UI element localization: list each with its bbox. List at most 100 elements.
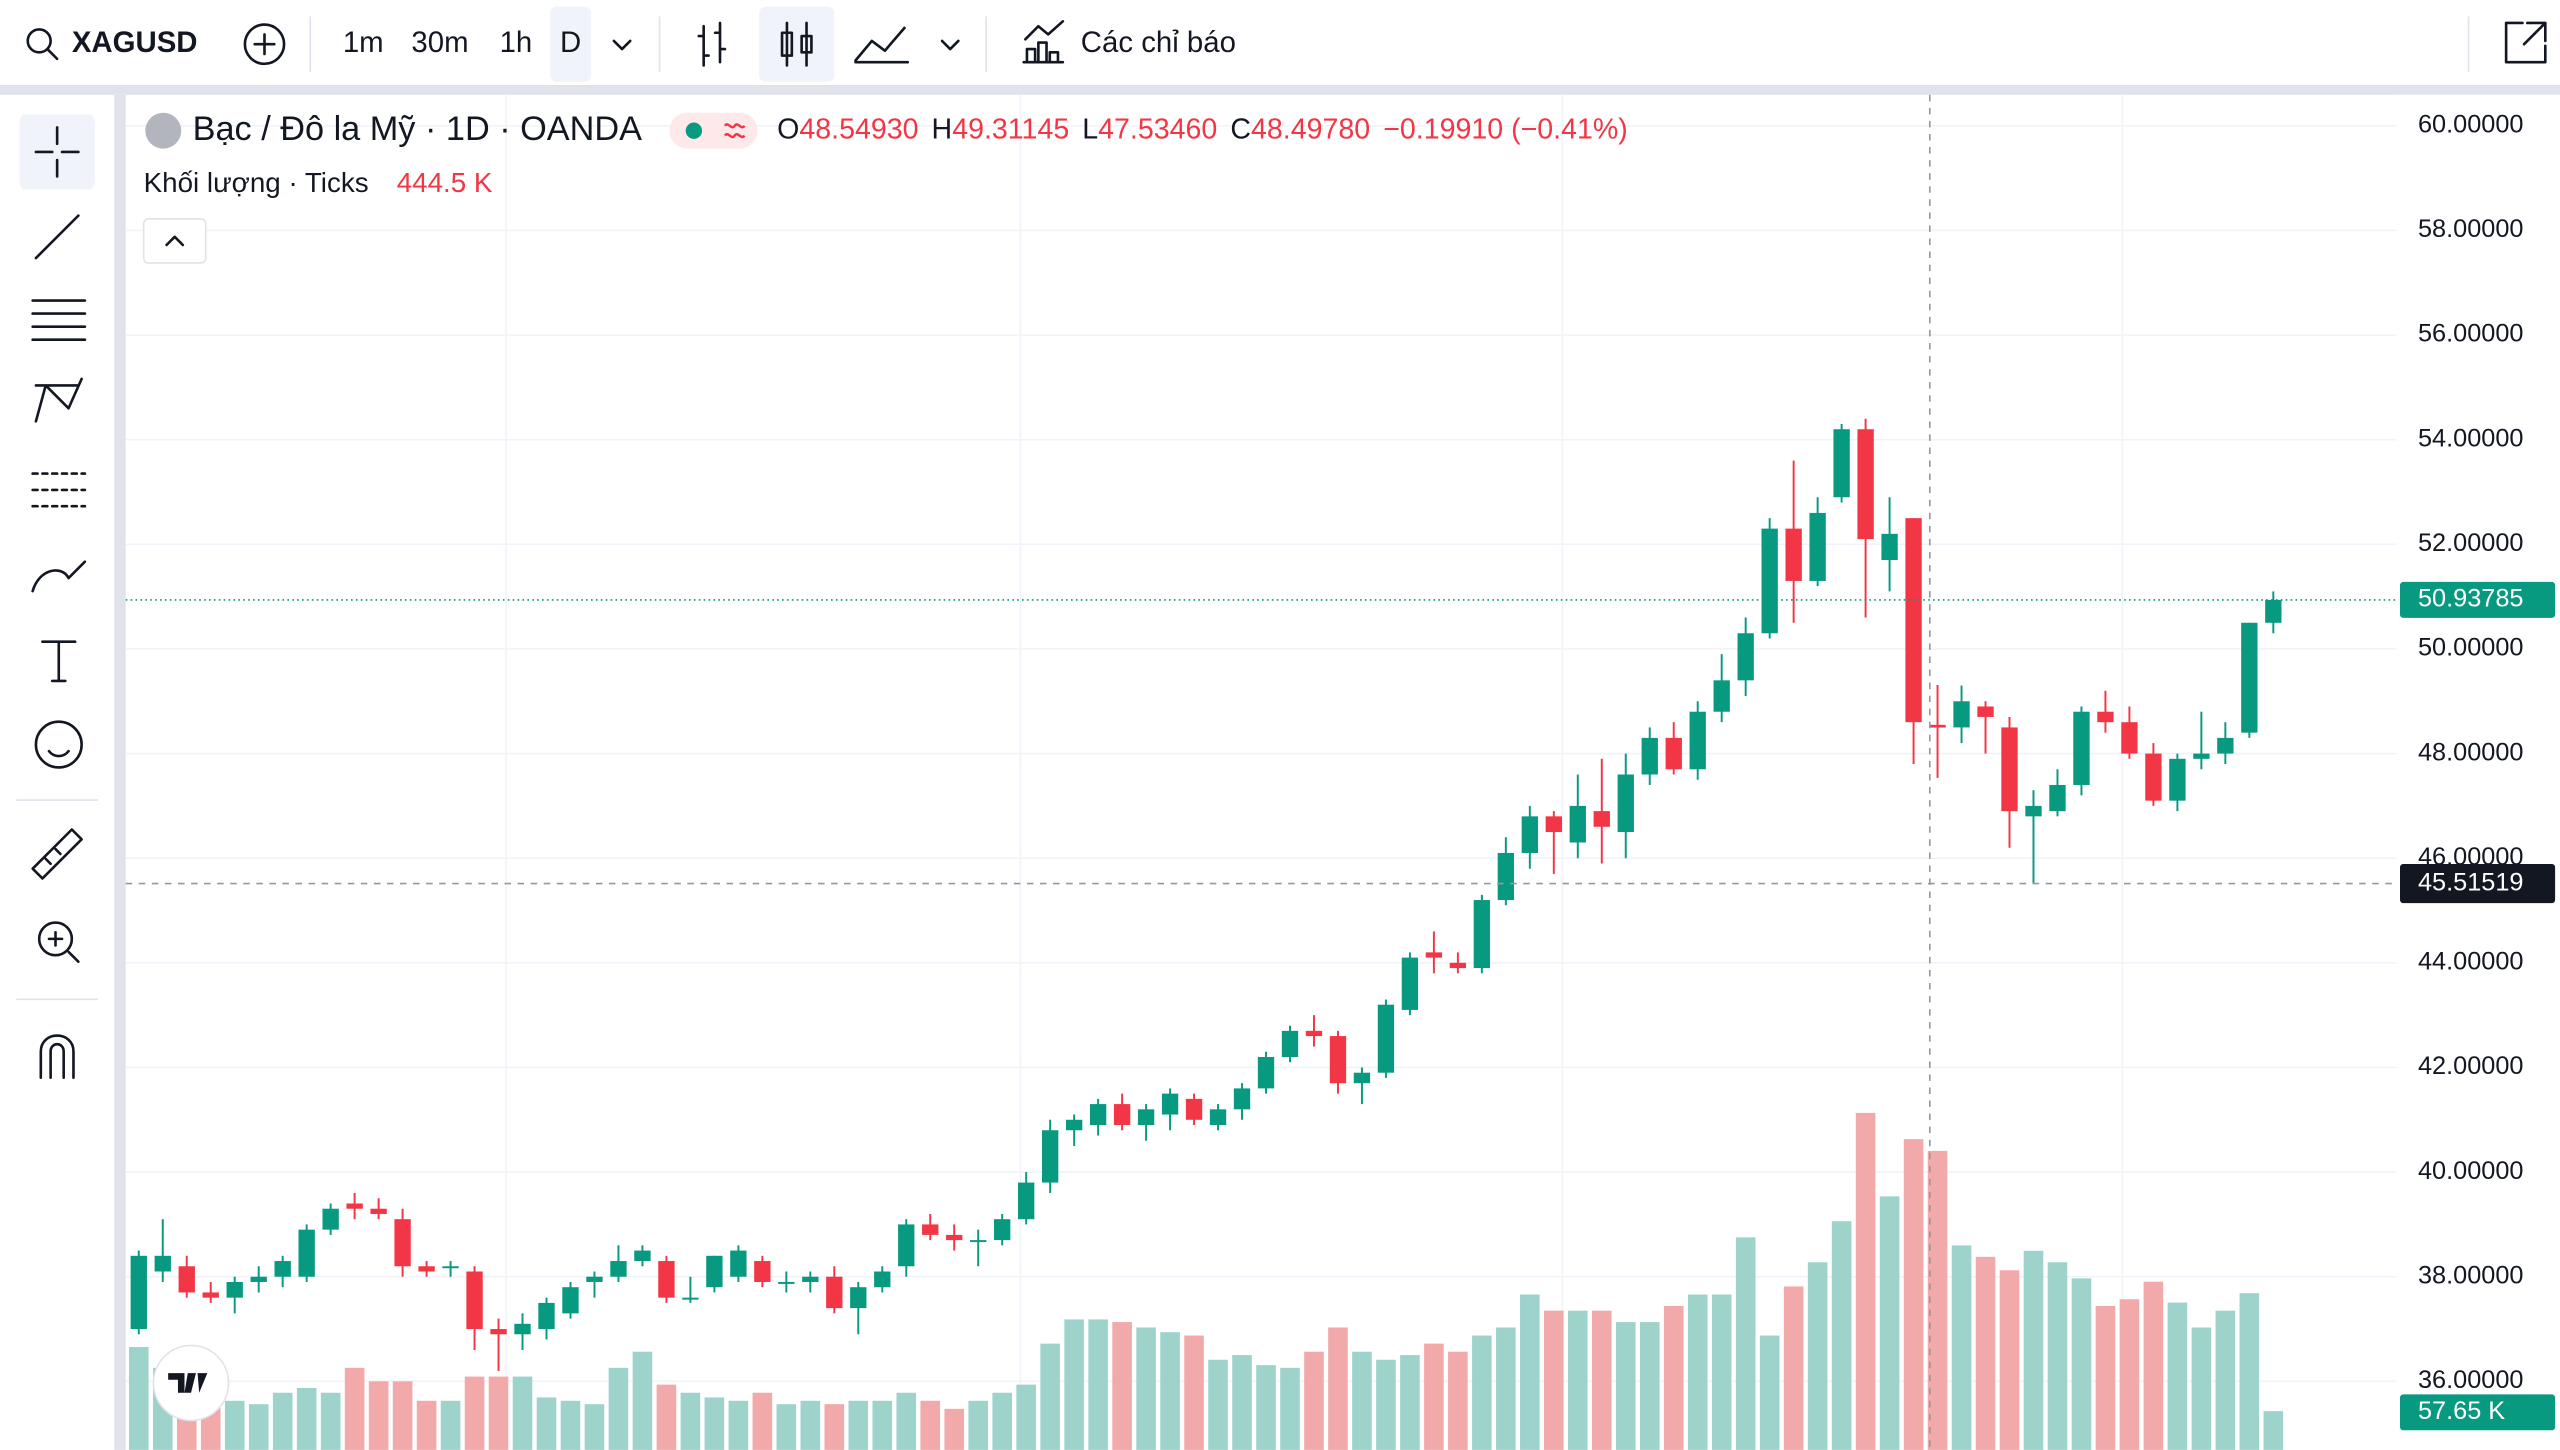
volume-bar [1160, 1332, 1180, 1450]
candle-body [178, 1266, 195, 1293]
emoji-tool[interactable] [34, 720, 83, 769]
candle-body [946, 1234, 963, 1241]
chart-type-menu[interactable] [940, 39, 960, 51]
volume-bar [752, 1392, 773, 1450]
magnet-tool[interactable] [39, 1034, 75, 1079]
last-price-badge [2400, 581, 2556, 618]
interval[interactable]: 1h [500, 26, 533, 59]
add-symbol[interactable] [243, 23, 286, 66]
chart-pane [125, 94, 2397, 1450]
y-tick-label: 56.00000 [2418, 320, 2524, 348]
ruler-tool[interactable] [31, 828, 83, 880]
candle-body [2049, 784, 2066, 812]
volume-bar [1184, 1335, 1204, 1450]
volume-bar [1400, 1355, 1420, 1450]
forecast-tool[interactable] [31, 472, 87, 508]
volume-bar [2119, 1299, 2140, 1450]
volume-bar [1088, 1319, 1108, 1450]
indicators-icon[interactable] [1022, 20, 1065, 64]
interval-menu[interactable] [612, 39, 632, 51]
candle-body [1881, 533, 1898, 561]
area-icon[interactable] [854, 26, 910, 64]
volume-bar [368, 1381, 389, 1450]
legend-low: 47.53460 [1098, 113, 1217, 145]
search-icon[interactable] [26, 28, 52, 54]
volume-bar [1016, 1384, 1036, 1450]
candle-body [1233, 1088, 1251, 1110]
volume-title: Khối lượng · Ticks [144, 167, 369, 198]
popout-icon[interactable] [2504, 21, 2547, 64]
crosshair-tool[interactable] [34, 126, 80, 178]
volume-bar [632, 1351, 653, 1450]
candle-body [2025, 805, 2042, 817]
candle-body [2265, 599, 2282, 623]
candle-body [1377, 1004, 1395, 1073]
candle-body [922, 1224, 939, 1235]
volume-readout: 444.5 K [397, 167, 493, 198]
candles-icon[interactable] [780, 21, 813, 67]
zoom-tool [47, 931, 80, 964]
interval-active [550, 6, 592, 82]
volume-bar [1687, 1294, 1708, 1450]
volume-bar [2095, 1305, 2116, 1450]
candle-body [1209, 1109, 1227, 1126]
candle-body [1041, 1130, 1059, 1183]
candle-body [1329, 1036, 1347, 1084]
candle-body [754, 1261, 771, 1282]
collapse-button[interactable] [142, 218, 207, 264]
candle-body [850, 1287, 867, 1309]
volume-bar [128, 1346, 149, 1450]
y-tick-label: 50.00000 [2418, 634, 2524, 662]
candle-body [1401, 957, 1419, 1010]
crosshair-price-label: 45.51519 [2418, 868, 2524, 896]
add-symbol [253, 33, 276, 56]
candle-body [2217, 737, 2234, 754]
candle-body [1641, 737, 1658, 775]
candle-body [2241, 622, 2258, 733]
symbol-logo [145, 112, 182, 149]
text-tool[interactable] [41, 640, 77, 683]
volume-bar [848, 1400, 869, 1450]
volume-bar [608, 1367, 629, 1450]
tv-logo-mark [168, 1373, 208, 1393]
candle-body [1065, 1119, 1083, 1131]
bars-icon[interactable] [697, 21, 727, 67]
volume-bar [2167, 1302, 2188, 1450]
legend-open: 48.54930 [799, 113, 918, 145]
symbol[interactable]: XAGUSD [72, 26, 198, 59]
volume-bar [296, 1388, 317, 1450]
interval[interactable]: 30m [411, 26, 468, 59]
volume-bar [440, 1400, 461, 1450]
trendline-tool[interactable] [34, 214, 80, 260]
volume-bar [1568, 1310, 1588, 1450]
y-tick-label: 44.00000 [2418, 948, 2524, 976]
candle-body [1665, 737, 1682, 770]
volume-bar [1807, 1262, 1828, 1450]
collapse-icon [165, 235, 185, 247]
fib-tool[interactable] [31, 299, 87, 341]
volume-bar [1711, 1294, 1732, 1450]
pattern-tool[interactable] [34, 377, 83, 423]
zoom-tool[interactable] [37, 921, 74, 957]
candle-body [2001, 727, 2018, 812]
last-volume-label: 57.65 K [2418, 1397, 2505, 1425]
emoji-tool [47, 749, 70, 758]
crosshair-badge [2400, 863, 2556, 904]
candle-body [610, 1261, 627, 1277]
indicators-button[interactable]: Các chỉ báo [1081, 26, 1236, 59]
left-toolbar [16, 94, 126, 1450]
volume-bar [560, 1400, 581, 1450]
volume-bar [824, 1404, 845, 1450]
volume-bar [1040, 1343, 1060, 1450]
status-pill [669, 112, 758, 149]
brush-tool[interactable] [31, 560, 87, 593]
volume-bar [1232, 1355, 1252, 1450]
volume-bar [2023, 1250, 2044, 1450]
candle-body [394, 1219, 411, 1267]
volume-bar [416, 1400, 437, 1450]
candle-body [1257, 1057, 1275, 1089]
candle-body [1281, 1030, 1299, 1058]
volume-bar [680, 1392, 701, 1450]
interval[interactable]: D [560, 26, 581, 59]
interval[interactable]: 1m [343, 26, 384, 59]
